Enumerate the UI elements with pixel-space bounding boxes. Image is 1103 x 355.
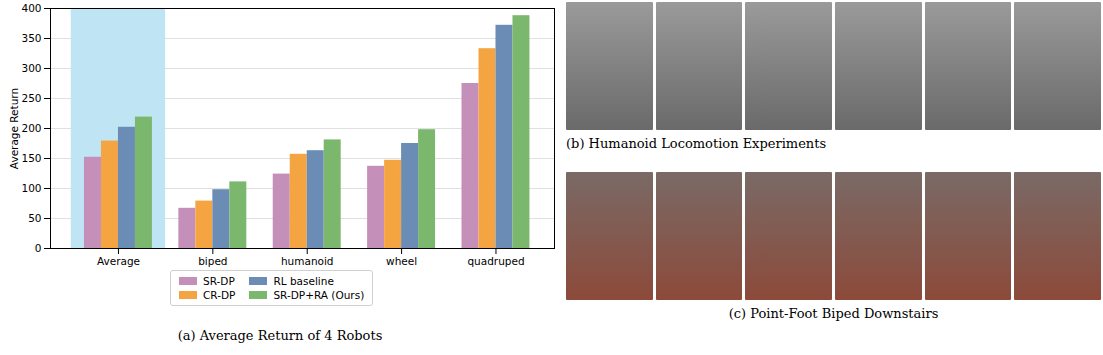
- svg-text:Average Return: Average Return: [8, 88, 20, 169]
- svg-text:250: 250: [21, 92, 41, 104]
- svg-text:biped: biped: [198, 255, 227, 267]
- html-text:SR-DP: SR-DP: [203, 275, 235, 287]
- html-text:CR-DP: CR-DP: [203, 289, 236, 301]
- svg-text:400: 400: [21, 2, 41, 14]
- svg-text:150: 150: [21, 152, 41, 164]
- html-text:SR-DP+RA (Ours): SR-DP+RA (Ours): [273, 289, 365, 301]
- svg-text:50: 50: [28, 212, 41, 224]
- svg-text:350: 350: [21, 32, 41, 44]
- svg-text:300: 300: [21, 62, 41, 74]
- svg-text:0: 0: [35, 242, 42, 254]
- svg-text:quadruped: quadruped: [467, 255, 524, 267]
- html-text:(a) Average Return of 4 Robots: (a) Average Return of 4 Robots: [177, 328, 383, 343]
- svg-text:humanoid: humanoid: [281, 255, 334, 267]
- html-text:RL baseline: RL baseline: [273, 275, 334, 287]
- svg-text:200: 200: [21, 122, 41, 134]
- html-text:(b) Humanoid Locomotion Experi: (b) Humanoid Locomotion Experiments: [566, 136, 827, 151]
- svg-text:100: 100: [21, 182, 41, 194]
- svg-text:wheel: wheel: [386, 255, 417, 267]
- svg-text:Average: Average: [97, 255, 140, 267]
- html-text:(c) Point-Foot Biped Downstair: (c) Point-Foot Biped Downstairs: [728, 306, 939, 321]
